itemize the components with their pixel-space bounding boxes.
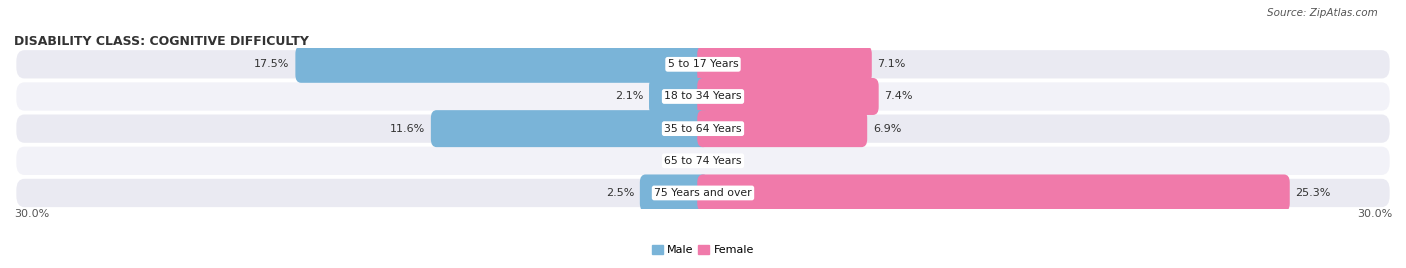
Legend: Male, Female: Male, Female [647, 241, 759, 260]
Text: 18 to 34 Years: 18 to 34 Years [664, 91, 742, 102]
FancyBboxPatch shape [640, 174, 709, 211]
Text: 35 to 64 Years: 35 to 64 Years [664, 124, 742, 134]
FancyBboxPatch shape [430, 110, 709, 147]
Text: 2.1%: 2.1% [614, 91, 644, 102]
FancyBboxPatch shape [697, 110, 868, 147]
FancyBboxPatch shape [17, 147, 1389, 175]
FancyBboxPatch shape [17, 114, 1389, 143]
Text: 2.5%: 2.5% [606, 188, 634, 198]
Text: 0.0%: 0.0% [714, 156, 742, 166]
Text: 25.3%: 25.3% [1295, 188, 1331, 198]
Text: Source: ZipAtlas.com: Source: ZipAtlas.com [1267, 8, 1378, 18]
Text: 30.0%: 30.0% [14, 209, 49, 219]
Text: 30.0%: 30.0% [1357, 209, 1392, 219]
FancyBboxPatch shape [17, 50, 1389, 79]
FancyBboxPatch shape [697, 174, 1289, 211]
FancyBboxPatch shape [17, 82, 1389, 111]
Text: 65 to 74 Years: 65 to 74 Years [664, 156, 742, 166]
Text: DISABILITY CLASS: COGNITIVE DIFFICULTY: DISABILITY CLASS: COGNITIVE DIFFICULTY [14, 35, 309, 48]
Text: 0.0%: 0.0% [664, 156, 692, 166]
Text: 11.6%: 11.6% [389, 124, 425, 134]
FancyBboxPatch shape [650, 78, 709, 115]
Text: 7.4%: 7.4% [884, 91, 912, 102]
Text: 6.9%: 6.9% [873, 124, 901, 134]
FancyBboxPatch shape [697, 46, 872, 83]
Text: 17.5%: 17.5% [254, 59, 290, 69]
FancyBboxPatch shape [17, 179, 1389, 207]
Text: 7.1%: 7.1% [877, 59, 905, 69]
Text: 5 to 17 Years: 5 to 17 Years [668, 59, 738, 69]
FancyBboxPatch shape [295, 46, 709, 83]
Text: 75 Years and over: 75 Years and over [654, 188, 752, 198]
FancyBboxPatch shape [697, 78, 879, 115]
